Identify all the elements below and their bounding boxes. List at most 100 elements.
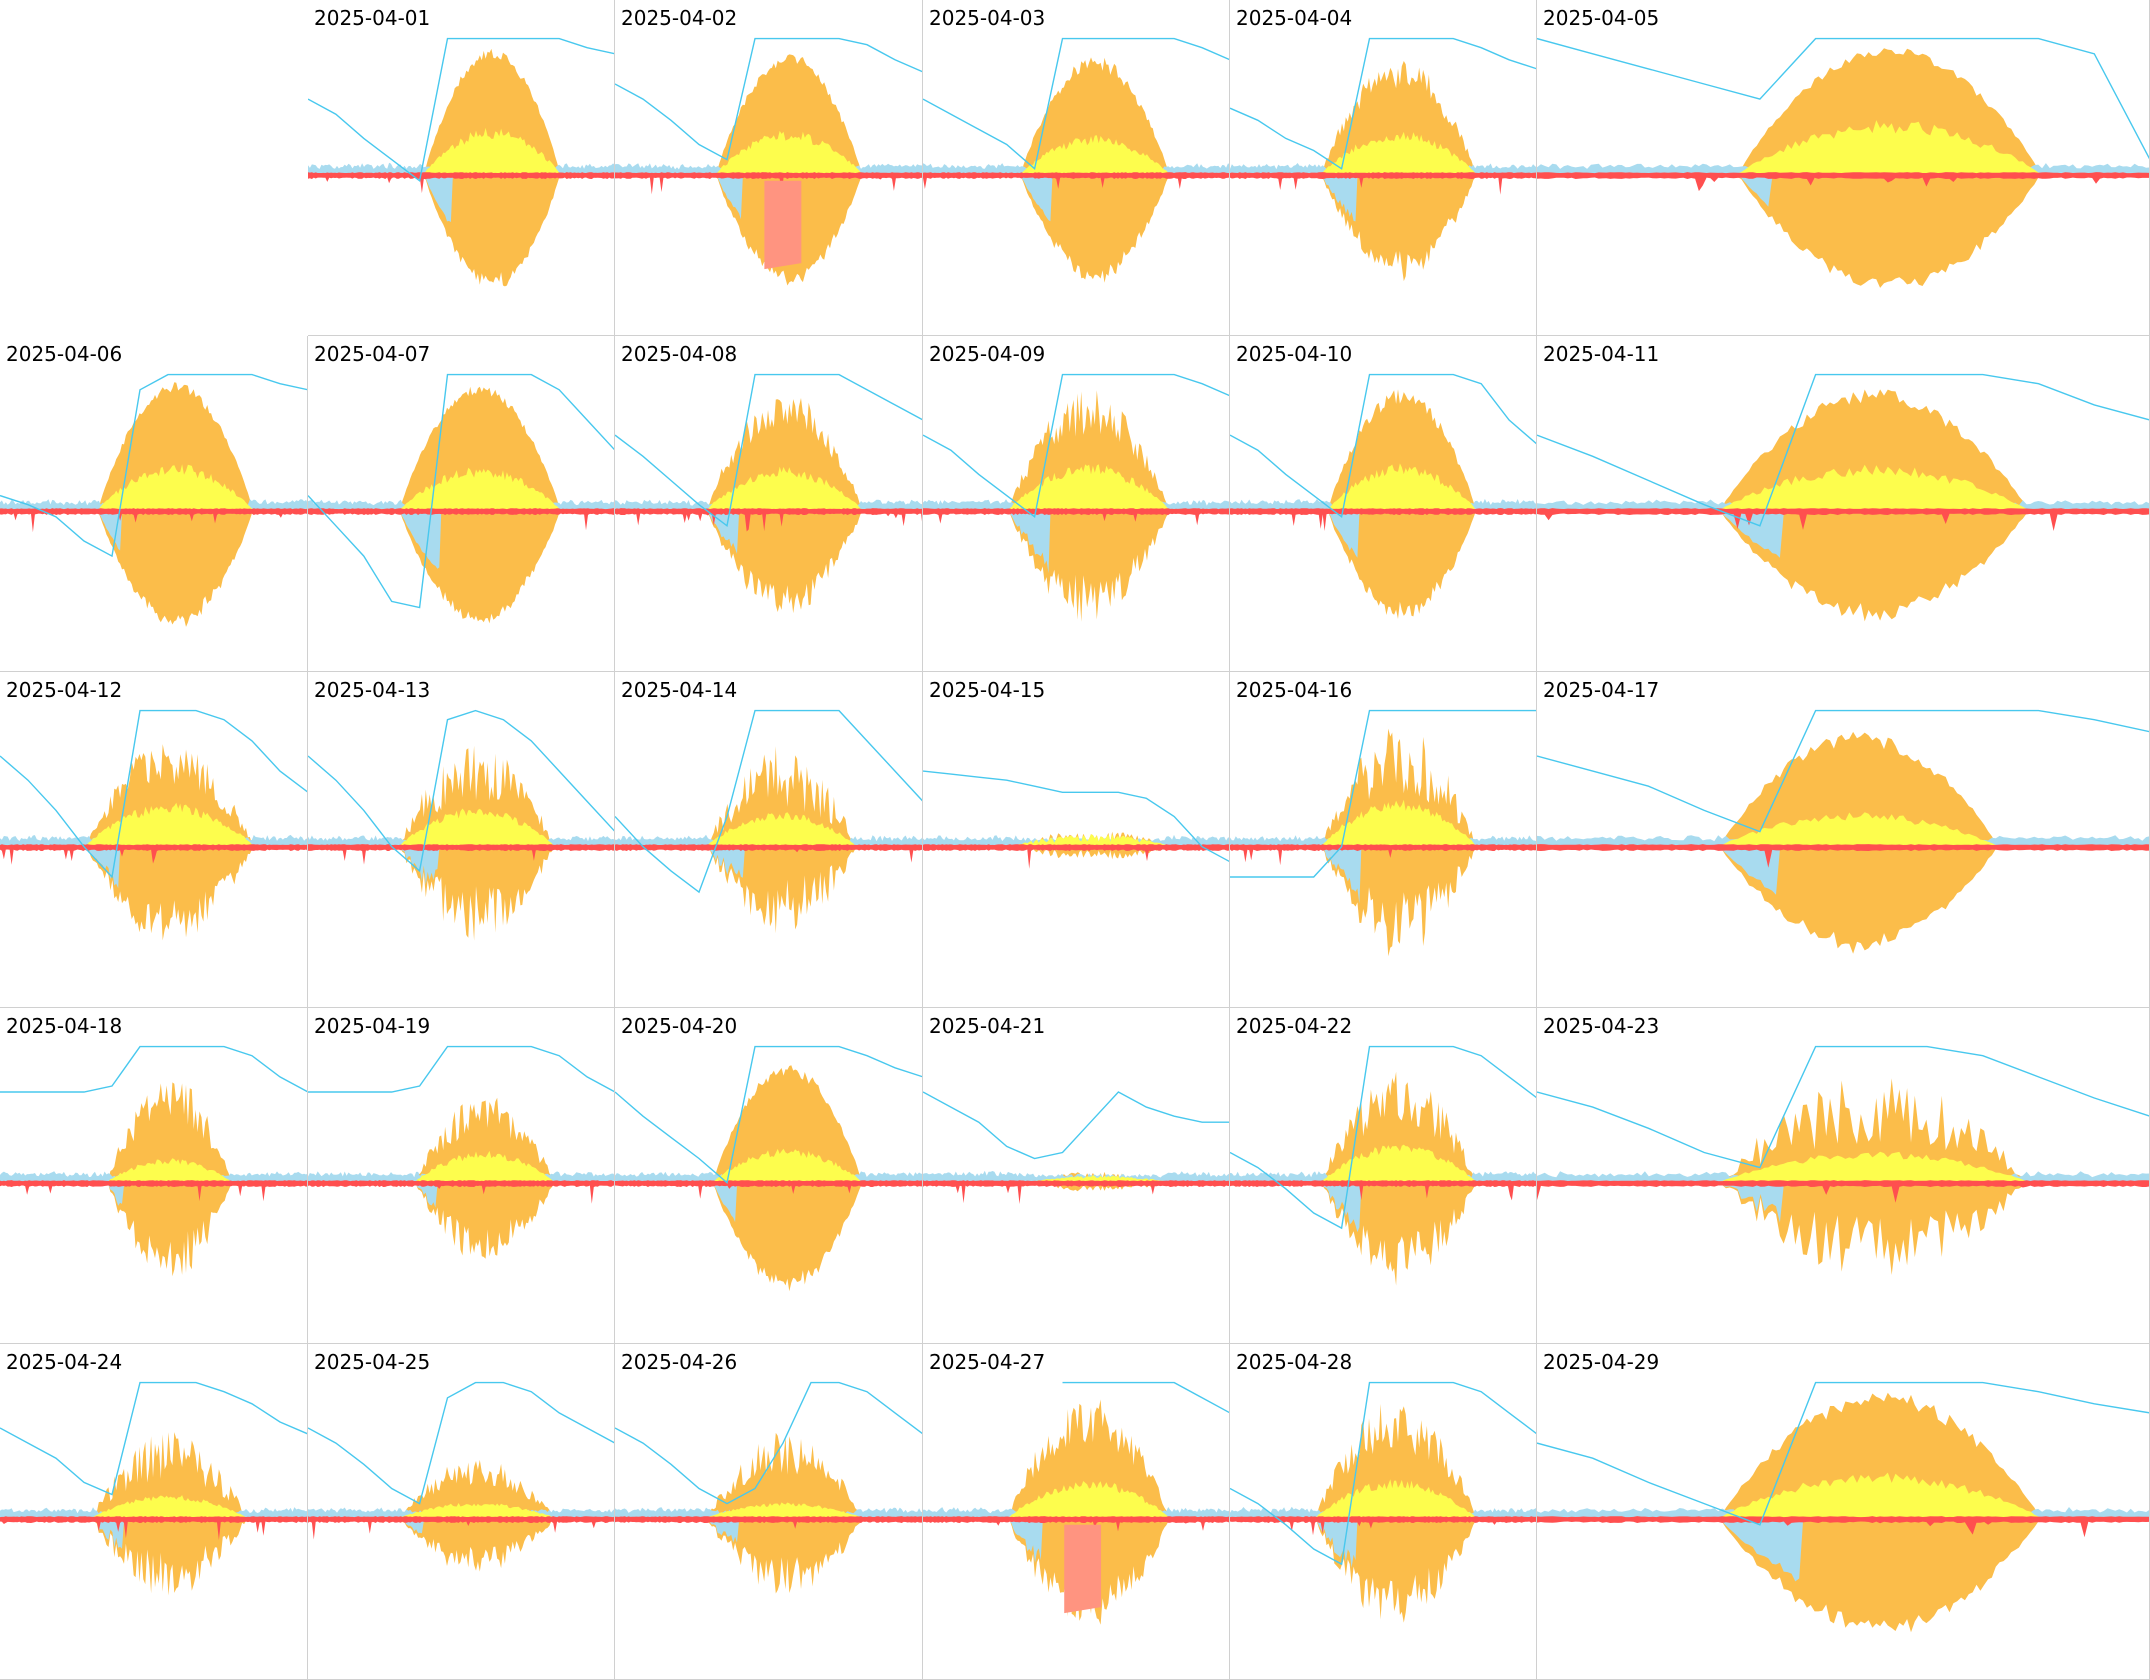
day-panel: 2025-04-25 [308, 1344, 615, 1680]
pv-total-area [615, 746, 922, 846]
day-panel: 2025-04-16 [1230, 672, 1537, 1008]
house-load-area [923, 508, 1229, 526]
day-panel: 2025-04-06 [0, 336, 308, 672]
panel-plot [1230, 1381, 1536, 1623]
soc-line [1537, 709, 2149, 833]
pv-direct-area [615, 1502, 922, 1518]
pv-total-area [308, 386, 614, 510]
pv-total-area [308, 48, 614, 174]
pv-charging-area [308, 1184, 614, 1259]
pv-total-area [1230, 1403, 1536, 1518]
panel-plot [1230, 373, 1536, 619]
house-load-area [1230, 508, 1536, 531]
pv-total-area [1230, 728, 1536, 846]
pv-direct-area [308, 1150, 614, 1182]
panel-date-label: 2025-04-22 [1236, 1014, 1353, 1038]
pv-charging-area [1537, 176, 2149, 288]
soc-line [308, 37, 614, 183]
house-load-area [615, 1180, 922, 1199]
pv-direct-area [308, 1503, 614, 1518]
soc-line [615, 1045, 922, 1185]
soc-line [1537, 1045, 2149, 1169]
pv-charging-area [615, 1184, 922, 1292]
panel-plot [1537, 37, 2149, 288]
panel-plot [0, 1381, 307, 1596]
panel-plot [1537, 1381, 2149, 1633]
house-load-area [1230, 844, 1536, 866]
pv-direct-area [0, 1495, 307, 1518]
day-panel: 2025-04-27 [923, 1344, 1230, 1680]
panel-plot [308, 709, 614, 941]
soc-line [1230, 1045, 1536, 1230]
house-load-area [1537, 508, 2149, 531]
pv-direct-area [1537, 120, 2149, 174]
house-load-area [923, 172, 1229, 189]
day-panel: 2025-04-19 [308, 1008, 615, 1344]
pv-total-area [0, 1082, 307, 1182]
panel-plot [1537, 373, 2149, 622]
day-panel: 2025-04-01 [308, 0, 615, 336]
panel-date-label: 2025-04-28 [1236, 1350, 1353, 1374]
house-load-area [308, 1516, 614, 1540]
day-panel: 2025-04-03 [923, 0, 1230, 336]
panel-plot [615, 373, 922, 614]
panel-date-label: 2025-04-03 [929, 6, 1046, 30]
pv-charging-area [1230, 848, 1536, 957]
house-load-area [615, 1516, 922, 1529]
panel-plot [1537, 1045, 2149, 1275]
house-load-area [0, 844, 307, 865]
pv-direct-area [615, 466, 922, 510]
pv-direct-area [0, 1158, 307, 1182]
house-load-area [1230, 172, 1536, 195]
pv-direct-area [615, 812, 922, 846]
pv-total-area [308, 1459, 614, 1518]
panel-date-label: 2025-04-17 [1543, 678, 1660, 702]
pv-total-area [0, 1432, 307, 1518]
panel-date-label: 2025-04-08 [621, 342, 738, 366]
pv-charging-area [923, 512, 1229, 622]
soc-line [0, 1381, 307, 1496]
panel-plot [1537, 709, 2149, 954]
day-panel: 2025-04-09 [923, 336, 1230, 672]
panel-date-label: 2025-04-25 [314, 1350, 431, 1374]
house-load-area [923, 1516, 1229, 1532]
panel-plot [923, 1091, 1229, 1204]
pv-total-area [1537, 1078, 2149, 1182]
day-panel: 2025-04-28 [1230, 1344, 1537, 1680]
soc-line [615, 373, 922, 528]
pv-direct-area [923, 135, 1229, 174]
pv-charging-area [923, 1184, 1229, 1192]
pv-charging-area [615, 512, 922, 614]
panel-date-label: 2025-04-07 [314, 342, 431, 366]
house-load-area [1230, 1180, 1536, 1201]
panel-plot [308, 1381, 614, 1572]
panel-date-label: 2025-04-12 [6, 678, 123, 702]
pv-direct-area [923, 1481, 1229, 1518]
panel-plot [308, 37, 614, 287]
panel-date-label: 2025-04-11 [1543, 342, 1660, 366]
pv-direct-area [0, 464, 307, 510]
pv-charging-area [1537, 1520, 2149, 1633]
pv-direct-area [308, 127, 614, 174]
soc-line [615, 709, 922, 894]
soc-line [308, 1045, 614, 1093]
soc-line [923, 373, 1229, 519]
day-panel: 2025-04-10 [1230, 336, 1537, 672]
battery-discharge-area [764, 180, 802, 270]
day-panel: 2025-04-14 [615, 672, 923, 1008]
pv-charging-area [923, 848, 1229, 860]
pv-charging-area [308, 512, 614, 624]
panel-date-label: 2025-04-29 [1543, 1350, 1660, 1374]
pv-charging-area [1537, 848, 2149, 954]
pv-charging-area [615, 1520, 922, 1594]
pv-direct-area [615, 1148, 922, 1182]
panel-date-label: 2025-04-06 [6, 342, 123, 366]
panel-plot [0, 1045, 307, 1277]
panel-date-label: 2025-04-02 [621, 6, 738, 30]
panel-date-label: 2025-04-18 [6, 1014, 123, 1038]
house-load-area [308, 844, 614, 865]
house-load-area [1537, 1516, 2149, 1538]
panel-plot [615, 709, 922, 934]
pv-total-area [0, 744, 307, 846]
panel-plot [308, 1045, 614, 1259]
